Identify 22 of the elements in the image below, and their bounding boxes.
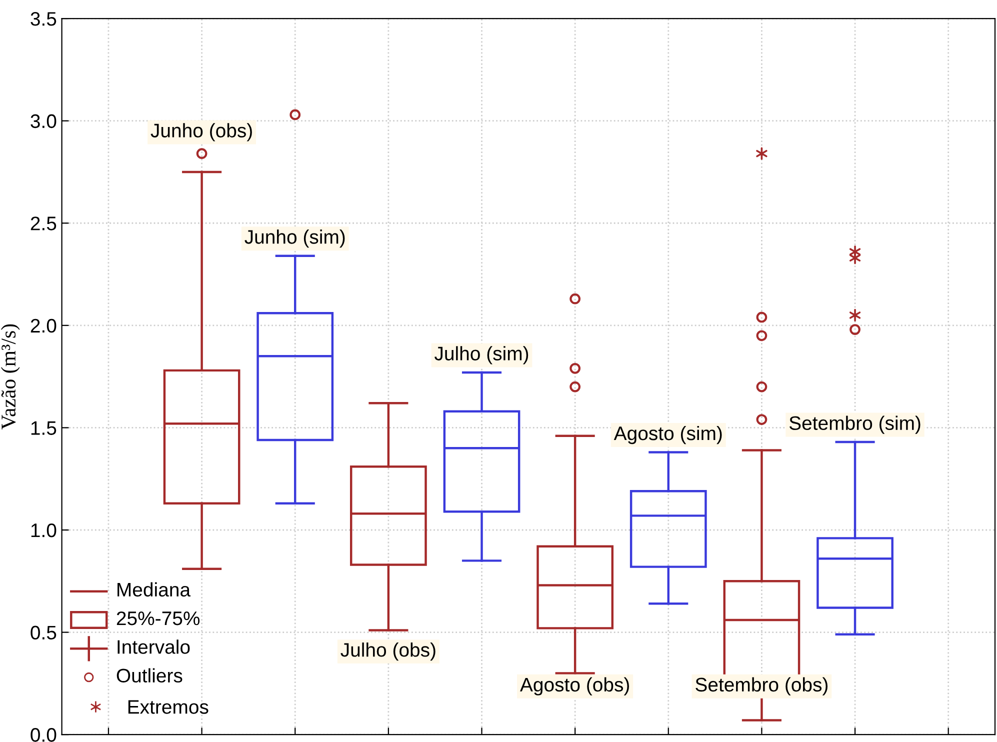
annotation: Mediana bbox=[118, 582, 191, 597]
annotation: Setembro (obs) bbox=[696, 677, 828, 696]
y-tick-label: 0.5 bbox=[30, 626, 56, 640]
annotation: Agosto (sim) bbox=[614, 426, 722, 444]
annotation: Agosto (obs) bbox=[520, 677, 629, 696]
y-axis-title: Vazão (m³/s) bbox=[0, 324, 20, 430]
annotation: 25%-75% bbox=[116, 611, 200, 626]
y-tick-label: 1.5 bbox=[31, 421, 56, 435]
y-tick-label: 1.0 bbox=[31, 523, 56, 538]
y-tick-label: 2.5 bbox=[30, 216, 56, 230]
annotation: Julho (obs) bbox=[340, 642, 436, 661]
y-tick-label: 3.5 bbox=[30, 12, 56, 26]
y-tick-label: 0.0 bbox=[30, 728, 56, 742]
annotation: Outliers bbox=[116, 668, 182, 683]
annotation: Junho (obs) bbox=[150, 123, 252, 142]
annotation: Julho (sim) bbox=[434, 346, 528, 364]
annotation: Setembro (sim) bbox=[789, 416, 920, 434]
y-tick-label: 3.0 bbox=[30, 114, 56, 128]
legend-label: Extremos bbox=[128, 700, 208, 714]
y-tick-label: 2.0 bbox=[30, 318, 56, 333]
annotation: Junho (sim) bbox=[244, 230, 345, 248]
annotation: Intervalo bbox=[118, 640, 190, 654]
